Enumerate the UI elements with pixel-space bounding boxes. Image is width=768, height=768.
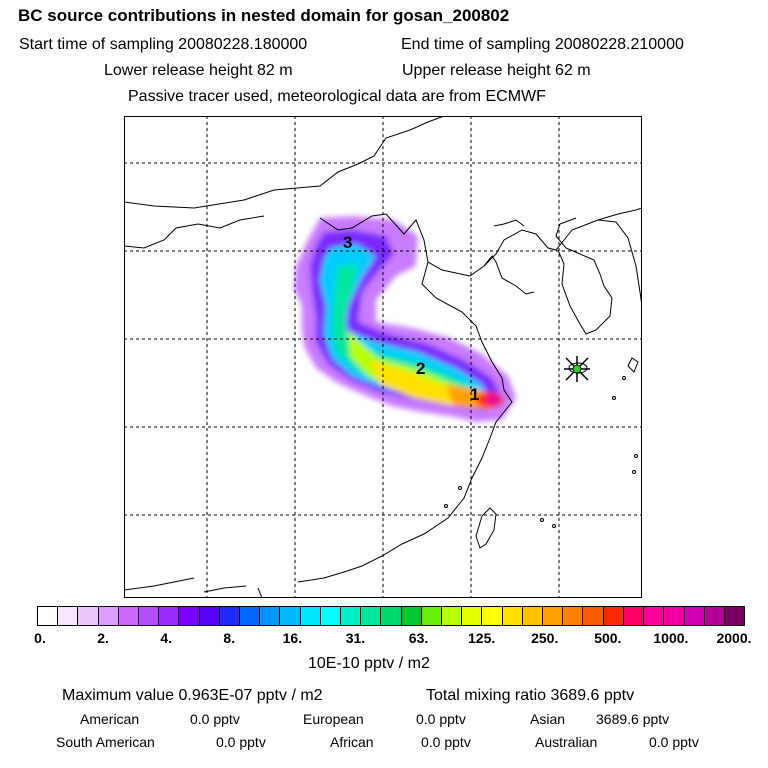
max-value-label: Maximum value 0.963E-07 pptv / m2 [62, 687, 323, 704]
total-mixing-ratio-label: Total mixing ratio 3689.6 pptv [426, 687, 635, 704]
start-time-label: Start time of sampling 20080228.180000 [19, 36, 308, 53]
colorbar [37, 606, 745, 626]
colorbar-swatch [482, 607, 503, 625]
colorbar-swatch [543, 607, 564, 625]
lat-lon-grid [124, 116, 642, 598]
colorbar-tick-label: 0. [34, 630, 46, 646]
colorbar-tick-label: 2. [97, 630, 109, 646]
colorbar-swatch [159, 607, 180, 625]
colorbar-tick-label: 8. [223, 630, 236, 646]
region-south-american-label: South American [56, 734, 155, 750]
colorbar-swatch [260, 607, 281, 625]
region-asian-label: Asian [530, 711, 566, 727]
colorbar-swatch [361, 607, 382, 625]
plot-title: BC source contributions in nested domain… [18, 6, 510, 25]
colorbar-tick-label: 31. [345, 630, 366, 646]
colorbar-swatch [623, 607, 645, 625]
colorbar-swatch [78, 607, 99, 625]
colorbar-swatch [179, 607, 200, 625]
colorbar-swatch [563, 607, 584, 625]
colorbar-swatch [240, 607, 261, 625]
colorbar-swatch [280, 607, 301, 625]
colorbar-swatch [341, 607, 362, 625]
colorbar-swatch [38, 607, 59, 625]
region-african-value: 0.0 pptv [421, 734, 471, 750]
upper-release-height-label: Upper release height 62 m [402, 62, 591, 79]
colorbar-tick-label: 500. [594, 630, 622, 646]
colorbar-swatch [442, 607, 463, 625]
colorbar-swatch [421, 607, 443, 625]
colorbar-swatch [522, 607, 544, 625]
tracer-plume [294, 216, 516, 422]
colorbar-tick-label: 2000. [716, 630, 752, 646]
region-european-value: 0.0 pptv [416, 711, 466, 727]
region-european-label: European [303, 711, 364, 727]
colorbar-swatch [603, 607, 624, 625]
colorbar-swatch [139, 607, 160, 625]
colorbar-swatch [704, 607, 725, 625]
colorbar-tick-label: 16. [282, 630, 303, 646]
islands [444, 357, 639, 549]
colorbar-swatch [664, 607, 685, 625]
tracer-note-label: Passive tracer used, meteorological data… [128, 88, 546, 105]
map-panel: 1 2 3 [124, 116, 642, 598]
colorbar-swatch [644, 607, 665, 625]
colorbar-unit-label: 10E-10 pptv / m2 [308, 655, 430, 672]
colorbar-swatch [58, 607, 79, 625]
coastlines [124, 116, 642, 598]
star-marker-icon [564, 356, 590, 382]
source-label-3: 3 [343, 233, 352, 252]
region-asian-value: 3689.6 pptv [596, 711, 670, 727]
colorbar-swatch [583, 607, 604, 625]
source-label-1: 1 [470, 385, 479, 404]
colorbar-swatch [502, 607, 523, 625]
colorbar-swatch [199, 607, 220, 625]
source-label-2: 2 [416, 359, 425, 378]
region-african-label: African [330, 734, 374, 750]
lower-release-height-label: Lower release height 82 m [104, 62, 293, 79]
colorbar-swatch [98, 607, 119, 625]
region-american-value: 0.0 pptv [190, 711, 240, 727]
colorbar-swatch [219, 607, 241, 625]
colorbar-swatch [401, 607, 422, 625]
colorbar-swatch [724, 607, 745, 625]
colorbar-swatch [462, 607, 483, 625]
colorbar-tick-label: 63. [408, 630, 429, 646]
colorbar-tick-label: 250. [531, 630, 559, 646]
region-australian-label: Australian [535, 734, 598, 750]
taiwan-outline [475, 507, 497, 549]
colorbar-tick-label: 125. [468, 630, 496, 646]
colorbar-swatch [300, 607, 321, 625]
colorbar-swatch [381, 607, 402, 625]
region-south-american-value: 0.0 pptv [216, 734, 266, 750]
colorbar-swatch [118, 607, 140, 625]
region-australian-value: 0.0 pptv [649, 734, 699, 750]
colorbar-swatch [684, 607, 705, 625]
region-american-label: American [80, 711, 140, 727]
end-time-label: End time of sampling 20080228.210000 [401, 36, 684, 53]
colorbar-swatch [320, 607, 342, 625]
colorbar-tick-label: 1000. [653, 630, 689, 646]
colorbar-tick-label: 4. [160, 630, 173, 646]
